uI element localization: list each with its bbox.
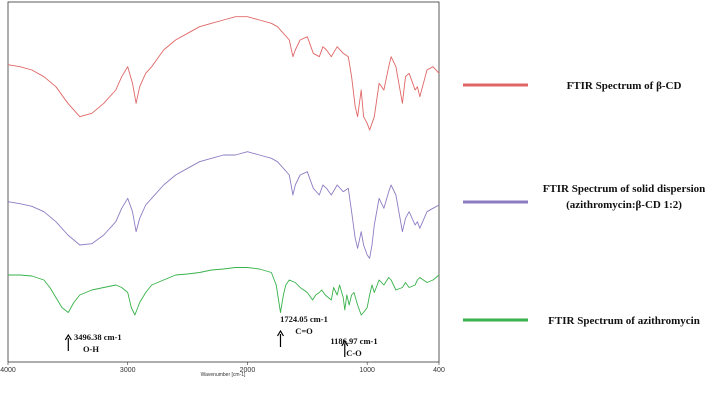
legend-label-1: FTIR Spectrum of β-CD — [567, 80, 682, 92]
annotation-wavenumber: 1724.05 cm-1 — [280, 314, 328, 324]
annotation-arrow-head — [276, 329, 284, 337]
annotation-wavenumber: 1186.97 cm-1 — [330, 336, 377, 346]
annotation-arrow-head — [64, 333, 72, 341]
x-tick-label: 2000 — [240, 367, 256, 374]
x-tick-label: 4000 — [0, 367, 16, 374]
annotation-wavenumber: 3496.38 cm-1 — [74, 332, 122, 342]
x-tick-label: 400 — [433, 367, 445, 374]
series-line-3 — [8, 267, 440, 316]
series-line-2 — [7, 151, 440, 259]
annotation-bond: O-H — [83, 344, 99, 354]
x-axis-ticks: 4000 3000 2000 1000 400 — [0, 362, 445, 374]
annotation-bond: C-O — [346, 348, 362, 358]
annotation-arrow-head — [341, 339, 349, 347]
annotation-layer: 3496.38 cm-1 O-H 1724.05 cm-1 C=O 1186.97 cm… — [64, 314, 378, 358]
legend-label-3: FTIR Spectrum of azithromycin — [548, 315, 700, 327]
series-layer — [7, 16, 440, 316]
legend: FTIR Spectrum of β-CD FTIR Spectrum of so… — [463, 80, 705, 327]
x-tick-label: 3000 — [120, 367, 136, 374]
x-tick-label: 1000 — [359, 367, 375, 374]
series-line-1 — [7, 16, 440, 131]
x-axis-title: Wavenumber [cm-1] — [201, 372, 246, 378]
plot-frame — [7, 1, 440, 363]
legend-label-2: FTIR Spectrum of solid dispersion (azithr… — [543, 183, 706, 211]
annotation-bond: C=O — [295, 326, 313, 336]
